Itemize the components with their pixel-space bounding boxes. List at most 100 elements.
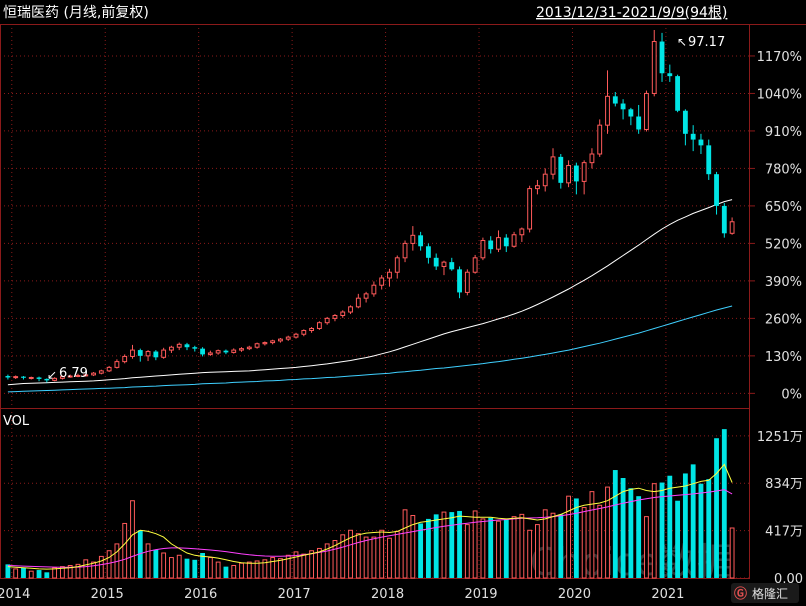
volume-bar [169,557,174,579]
candle [402,240,408,263]
candle-body [67,375,73,378]
volume-bar [605,486,610,579]
volume-bar [324,543,330,579]
candle-body [480,240,486,259]
candle [379,275,385,290]
candle [527,185,533,233]
high-label: 97.17 [688,35,725,50]
volume-bar [21,567,26,578]
volume-bar [394,530,400,579]
candle [59,375,65,380]
logo-text: 格隆汇 [752,586,788,601]
candle [457,266,462,299]
candle [91,372,96,377]
volume-bar [496,520,501,579]
volume-bar [511,516,517,579]
volume-bar [402,509,408,579]
candle-body [433,257,439,267]
candle [215,349,221,355]
candle [425,243,431,264]
candle [114,359,120,369]
candle [441,260,447,276]
price-grid [0,24,750,578]
candle [153,350,159,361]
candle [605,70,610,134]
volume-bar [488,517,494,578]
candle-body [98,370,104,374]
candle [106,365,112,373]
candle [690,125,696,152]
volume-bar [153,549,159,578]
volume-ma-long-line [7,489,733,568]
volume-bar [285,554,291,579]
candle-body [75,374,81,377]
candle-body [285,336,291,340]
candle-body [418,235,424,247]
volume-bar [161,552,167,579]
candle-body [114,361,120,368]
volume-bar [200,553,205,578]
candle-body [682,110,688,134]
candle-body [550,156,556,175]
candle [137,348,143,362]
volume-bar [215,561,221,579]
volume-bar [340,534,346,579]
candle [558,154,564,189]
volume-bar [192,559,198,578]
candle-body [254,343,260,348]
volume-bar [348,529,353,579]
candle-body [293,333,299,338]
volume-bar [184,558,190,578]
volume-bar [309,550,315,579]
x-tick-label: 2016 [184,587,217,602]
candle [636,104,642,134]
candle-body [153,351,159,358]
candle [145,350,151,362]
volume-bars [5,429,735,579]
candle-body [161,349,167,358]
volume-bar [597,504,603,579]
price-tick-label: 0% [781,387,802,402]
candle [5,374,11,380]
volume-bar [675,500,681,578]
candle-body [363,293,369,299]
candle [464,269,470,296]
candle [659,32,665,82]
candle [44,378,50,383]
date-range[interactable]: 2013/12/31-2021/9/9(94根) [536,5,727,21]
candle-body [542,173,548,187]
candle [698,133,704,154]
candle [488,236,494,254]
candle [309,327,315,333]
price-tick-label: 780% [765,162,802,177]
candle [472,254,478,274]
volume-bar [176,554,182,579]
candle [729,217,735,235]
volume-bar [130,500,135,579]
candle-body [698,139,704,146]
candle [324,316,330,325]
candle [519,227,525,242]
volume-bar [410,515,416,579]
candle-body [5,376,11,378]
candle-body [52,377,58,381]
chart-title: 恒瑞医药 (月线,前复权) [3,4,149,21]
volume-bar [449,512,455,578]
volume-bar [573,498,579,578]
volume-bar [59,566,65,579]
volume-bar [371,536,377,579]
candle-body [270,340,276,344]
volume-bar [480,518,486,579]
candle [200,347,205,357]
candle [511,231,517,248]
candle [535,179,540,195]
candle-body [13,376,19,379]
candle-body [332,314,338,319]
logo-badge [731,583,799,603]
candle-body [348,306,353,313]
candle [644,90,649,132]
candle-body [503,237,509,247]
candle-body [207,352,213,355]
low-label: 6.79 [59,366,88,381]
